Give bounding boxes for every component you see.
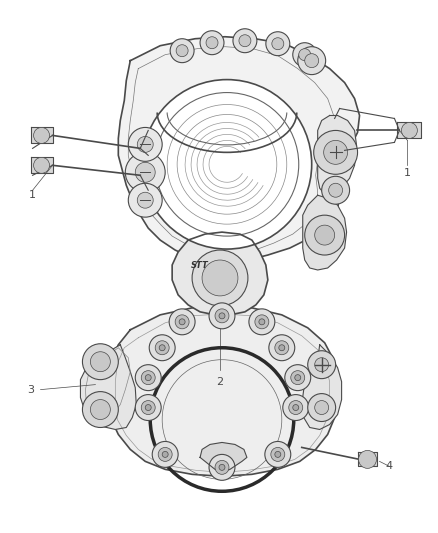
Circle shape [359,450,377,469]
Circle shape [298,47,326,75]
Circle shape [295,375,301,381]
Circle shape [293,43,317,67]
Circle shape [215,309,229,323]
Circle shape [305,54,319,68]
Circle shape [321,176,350,204]
Circle shape [162,451,168,457]
Polygon shape [31,157,53,173]
Circle shape [82,392,118,427]
Polygon shape [303,195,346,270]
Circle shape [272,38,284,50]
Circle shape [128,127,162,161]
Circle shape [283,394,309,421]
Circle shape [293,405,299,410]
Circle shape [137,192,153,208]
Circle shape [200,31,224,55]
Circle shape [34,127,49,143]
Circle shape [271,447,285,462]
Circle shape [328,183,343,197]
Circle shape [255,315,269,329]
Circle shape [314,225,335,245]
Circle shape [170,39,194,63]
Circle shape [314,401,328,415]
Circle shape [90,400,110,419]
Circle shape [289,401,303,415]
Circle shape [192,250,248,306]
Circle shape [266,32,290,55]
Circle shape [135,163,155,182]
Circle shape [176,45,188,56]
Text: 2: 2 [216,377,223,386]
Text: 4: 4 [386,462,393,471]
Circle shape [314,358,328,372]
Circle shape [137,136,153,152]
Circle shape [125,152,165,192]
Circle shape [82,344,118,379]
Circle shape [142,79,312,249]
Polygon shape [318,116,357,195]
Circle shape [206,37,218,49]
Circle shape [34,157,49,173]
Circle shape [158,447,172,462]
Circle shape [269,335,295,361]
Circle shape [141,370,155,385]
Circle shape [145,405,151,410]
Circle shape [209,303,235,329]
Circle shape [135,394,161,421]
Polygon shape [200,442,247,472]
Circle shape [308,351,336,378]
Polygon shape [357,453,378,466]
Circle shape [152,441,178,467]
Polygon shape [118,37,360,264]
Circle shape [141,401,155,415]
Circle shape [135,365,161,391]
Text: STT: STT [191,261,209,270]
Circle shape [259,319,265,325]
Circle shape [159,345,165,351]
Circle shape [279,345,285,351]
Circle shape [291,370,305,385]
Circle shape [401,123,417,139]
Circle shape [314,131,357,174]
Circle shape [90,352,110,372]
Circle shape [275,451,281,457]
Circle shape [175,315,189,329]
Circle shape [299,49,311,61]
Circle shape [155,341,169,355]
Polygon shape [31,127,53,143]
Circle shape [308,393,336,422]
Circle shape [149,335,175,361]
Polygon shape [81,345,136,430]
Circle shape [128,183,162,217]
Circle shape [324,140,348,164]
Polygon shape [302,345,342,430]
Circle shape [265,441,291,467]
Circle shape [249,309,275,335]
Circle shape [285,365,311,391]
Circle shape [209,455,235,480]
Polygon shape [172,232,268,315]
Circle shape [219,313,225,319]
Circle shape [305,215,345,255]
Polygon shape [397,123,421,139]
Circle shape [145,375,151,381]
Text: 3: 3 [27,385,34,394]
Circle shape [179,319,185,325]
Circle shape [275,341,289,355]
Circle shape [169,309,195,335]
Circle shape [239,35,251,47]
Circle shape [219,464,225,470]
Text: 1: 1 [29,190,36,200]
Circle shape [215,461,229,474]
Polygon shape [108,305,338,477]
Circle shape [233,29,257,53]
Text: 1: 1 [404,168,411,179]
Circle shape [202,260,238,296]
